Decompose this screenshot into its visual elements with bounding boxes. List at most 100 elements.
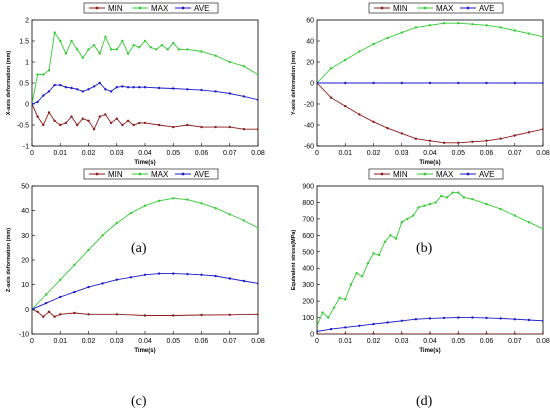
data-point: [457, 81, 460, 85]
data-point: [32, 102, 34, 106]
data-point: [332, 306, 336, 309]
legend: MIN MAX AVE: [83, 168, 219, 180]
data-point: [400, 319, 403, 322]
data-point: [361, 275, 364, 278]
data-point: [87, 285, 90, 289]
data-point: [186, 123, 189, 127]
data-point: [321, 311, 324, 314]
data-point: [64, 52, 68, 55]
x-tick-label: 0: [30, 150, 34, 157]
legend-box: [83, 168, 219, 180]
y-tick-label: 2: [25, 18, 29, 25]
data-point: [115, 48, 119, 51]
legend-label-max: MAX: [436, 170, 454, 179]
x-tick-label: 0.06: [480, 150, 494, 157]
data-point: [36, 115, 39, 118]
data-point: [327, 316, 330, 319]
data-point: [317, 324, 319, 327]
data-point: [344, 58, 347, 62]
data-point: [485, 139, 488, 142]
data-point: [372, 252, 375, 255]
data-point: [115, 86, 119, 89]
data-point: [428, 139, 432, 142]
y-tick-label: 50: [21, 184, 29, 191]
series-line-max: [317, 22, 543, 84]
legend-label-ave: AVE: [479, 4, 494, 13]
x-tick-label: 0.02: [367, 150, 381, 157]
data-point: [372, 120, 375, 124]
data-point: [317, 81, 319, 85]
y-axis-label: Y-axis deformation (mm): [291, 51, 297, 115]
data-point: [126, 52, 130, 55]
data-point: [485, 81, 488, 85]
data-point: [527, 221, 531, 224]
data-point: [98, 52, 102, 55]
data-point: [541, 319, 543, 322]
data-point: [132, 123, 135, 127]
y-tick-label: 40: [306, 39, 314, 46]
data-point: [186, 48, 189, 51]
data-point: [92, 128, 96, 131]
data-point: [126, 86, 130, 89]
y-tick-label: 0: [310, 81, 314, 88]
x-tick-label: 0.08: [536, 150, 550, 157]
y-tick-label: 20: [21, 258, 29, 265]
data-point: [541, 227, 543, 230]
y-tick-label: 40: [21, 208, 29, 215]
data-point: [101, 234, 104, 237]
data-point: [53, 119, 56, 123]
y-axis-label: Equivalent stress(MPa): [291, 230, 297, 291]
x-tick-label: 0.04: [138, 150, 152, 157]
data-point: [386, 127, 389, 130]
data-point: [434, 201, 437, 204]
y-tick-label: -40: [304, 123, 314, 130]
data-point: [143, 204, 147, 207]
data-point: [400, 81, 403, 85]
y-tick-label: 300: [302, 282, 314, 289]
data-point: [372, 42, 375, 46]
series-ave: [317, 316, 543, 333]
data-point: [143, 121, 147, 125]
x-tick-label: 0.05: [451, 338, 465, 345]
data-point: [442, 141, 446, 144]
x-tick-label: 0.03: [395, 150, 409, 157]
series-line-min: [317, 82, 543, 144]
data-point: [499, 207, 502, 211]
data-point: [121, 85, 124, 88]
data-point: [400, 132, 403, 135]
series-ave: [32, 272, 258, 311]
data-point: [214, 274, 217, 278]
chart-panel-c: 0 0.01 0.02 0.03 0.04 0.05 0.06 0.07 0.08-100102…: [6, 168, 265, 354]
legend-marker: [466, 6, 470, 10]
data-point: [428, 81, 432, 85]
chart-panel-a: 0 0.01 0.02 0.03 0.04 0.05 0.06 0.07 0.08 -1 -0.5 0…: [6, 2, 265, 166]
legend-label-ave: AVE: [479, 170, 494, 179]
x-tick-label: 0.01: [53, 338, 67, 345]
data-point: [386, 321, 389, 324]
data-point: [471, 140, 474, 143]
y-tick-label: 100: [302, 315, 314, 322]
data-point: [428, 24, 432, 27]
data-point: [228, 125, 231, 129]
data-point: [177, 48, 181, 51]
data-point: [172, 87, 175, 90]
x-tick-label: 0.02: [82, 150, 96, 157]
data-point: [228, 213, 231, 216]
panel-label-b: (b): [416, 241, 433, 256]
data-point: [138, 121, 141, 125]
data-point: [42, 123, 45, 127]
data-point: [400, 31, 403, 34]
data-point: [101, 282, 104, 285]
data-point: [228, 60, 231, 64]
data-point: [372, 332, 375, 334]
data-point: [256, 226, 258, 230]
y-tick-label: -1: [23, 144, 29, 151]
panel-label-c: (c): [131, 394, 147, 409]
data-point: [358, 113, 361, 116]
data-point: [471, 23, 474, 26]
x-tick-label: 0.04: [423, 338, 437, 345]
data-point: [457, 22, 460, 25]
y-tick-label: 30: [21, 233, 29, 240]
y-tick-label: -10: [19, 332, 29, 339]
